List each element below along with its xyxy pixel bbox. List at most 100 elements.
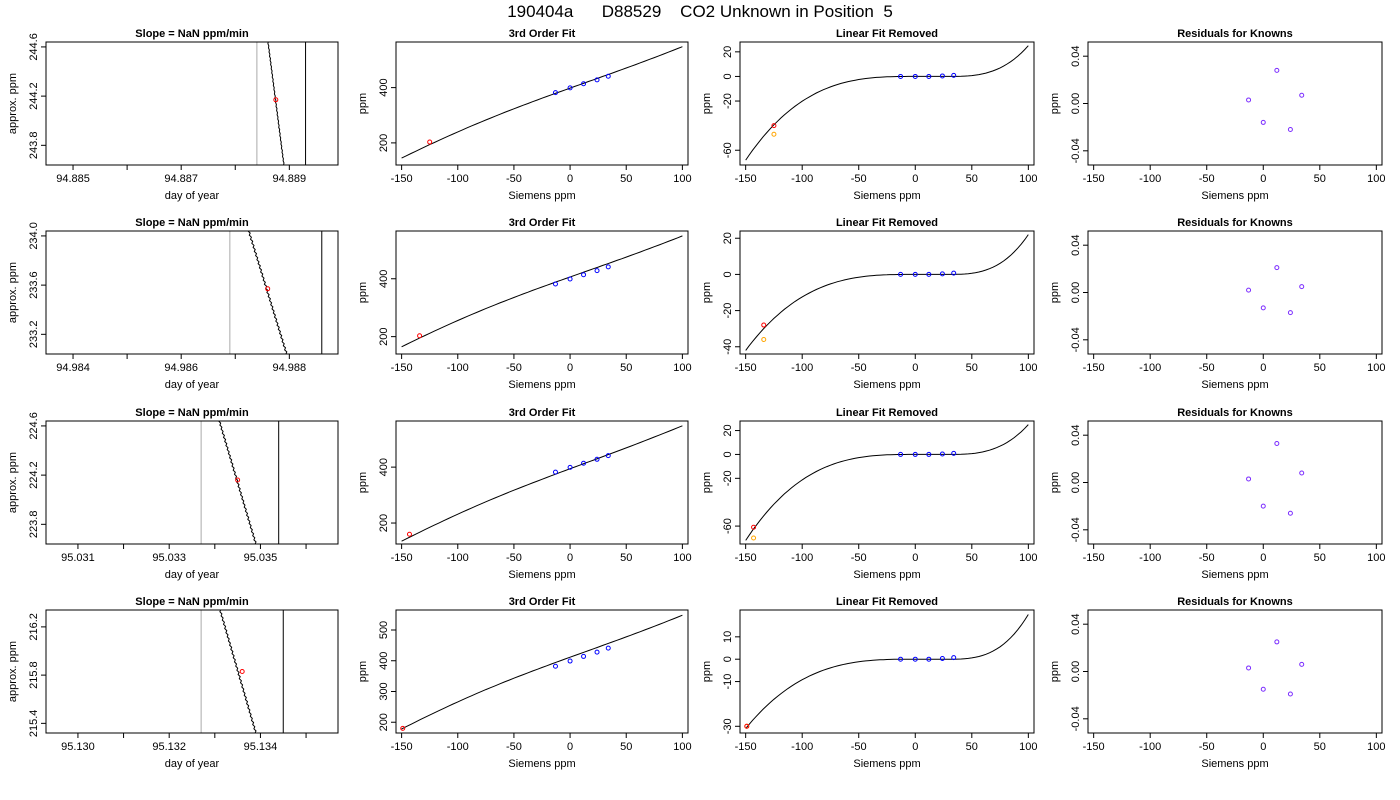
- unknown-alt-point: [761, 337, 767, 343]
- x-tick-label: -100: [447, 552, 469, 564]
- x-tick-label: 95.033: [152, 552, 186, 564]
- residual-point: [1274, 265, 1280, 271]
- plot-body: [256, 42, 307, 165]
- panel-linear_removed-row-2: Linear Fit Removed -150 -100 -50 0 50 100 Sieme…: [701, 217, 1038, 391]
- y-axis-label: ppm: [701, 472, 713, 493]
- known-standard-point: [605, 645, 611, 651]
- x-axis-label: day of year: [165, 190, 220, 202]
- residual-point: [1260, 119, 1266, 125]
- x-tick-label: 0: [912, 741, 918, 753]
- residual-point: [1246, 476, 1252, 482]
- y-axis-label: ppm: [357, 472, 369, 493]
- panel-slope-row-2: Slope = NaN ppm/min 94.984 94.986 94.988 day…: [7, 217, 339, 391]
- x-tick-label: -100: [791, 552, 813, 564]
- y-tick-label: 200: [378, 134, 390, 152]
- y-axis-label: approx. ppm: [7, 452, 19, 513]
- known-standard-point: [581, 81, 587, 87]
- x-tick-label: 100: [1019, 741, 1037, 753]
- x-tick-label: -150: [1083, 362, 1105, 374]
- y-tick-label: 0.00: [1070, 661, 1082, 682]
- panel-title: Residuals for Knowns: [1177, 407, 1293, 419]
- y-tick-label: 20: [722, 232, 734, 244]
- x-tick-label: 0: [912, 362, 918, 374]
- known-standard-point: [552, 90, 558, 96]
- panel-residuals-row-3: Residuals for Knowns -150 -100 -50 0 50 100 Sie…: [1049, 407, 1386, 581]
- x-tick-label: -100: [791, 173, 813, 185]
- x-tick-label: 50: [1314, 362, 1326, 374]
- y-axis-label: ppm: [1049, 661, 1061, 682]
- x-tick-label: 95.130: [61, 741, 95, 753]
- residual-point: [1299, 470, 1305, 476]
- x-tick-label: -50: [851, 552, 867, 564]
- sample-point: [235, 477, 241, 483]
- x-tick-label: -50: [506, 173, 522, 185]
- residual-point: [1287, 310, 1293, 316]
- x-tick-label: 100: [1367, 552, 1385, 564]
- plot-frame: [45, 420, 339, 545]
- x-tick-label: 0: [567, 173, 573, 185]
- plot-frame: [1087, 41, 1383, 166]
- x-tick-label: -150: [1083, 552, 1105, 564]
- known-standard-point: [939, 271, 945, 277]
- unknown-point: [417, 333, 423, 339]
- residual-point: [1246, 97, 1252, 103]
- residual-point: [1287, 510, 1293, 516]
- panel-title: Linear Fit Removed: [836, 217, 938, 229]
- y-tick-label: 0.04: [1070, 45, 1082, 66]
- x-axis-label: Siemens ppm: [853, 569, 920, 581]
- x-axis-label: Siemens ppm: [508, 379, 575, 391]
- panel-linear_removed-row-4: Linear Fit Removed-150 -100 -50 0 50 100Sieme…: [701, 596, 1038, 770]
- known-standard-point: [594, 77, 600, 83]
- known-standard-point: [939, 656, 945, 662]
- y-axis-label: ppm: [701, 661, 713, 682]
- x-tick-label: -50: [506, 741, 522, 753]
- known-standard-point: [898, 656, 904, 662]
- plot-frame: [739, 230, 1035, 355]
- y-tick-label: 20: [722, 46, 734, 58]
- unknown-point: [400, 725, 406, 731]
- unknown-point: [744, 723, 750, 729]
- known-standard-point: [926, 656, 932, 662]
- x-tick-label: 50: [620, 741, 632, 753]
- x-tick-label: -50: [851, 173, 867, 185]
- known-standard-point: [912, 73, 918, 79]
- plot-body: [1246, 265, 1305, 316]
- x-tick-label: 100: [1367, 741, 1385, 753]
- y-tick-label: 0.04: [1070, 234, 1082, 255]
- panel-fit-row-2: 3rd Order Fit -150 -100 -50 0 50 100 Siemens pp…: [357, 217, 692, 391]
- panel-title: Linear Fit Removed: [836, 28, 938, 40]
- panel-fit-row-1: 3rd Order Fit -150 -100 -50 0 50 100 Siemens pp…: [357, 28, 692, 202]
- y-tick-label: -60: [722, 142, 734, 158]
- y-tick-label: 0.00: [1070, 93, 1082, 114]
- y-tick-label: 216.2: [28, 613, 40, 641]
- plot-frame: [739, 41, 1035, 166]
- plot-frame: [739, 609, 1035, 734]
- y-tick-label: 0: [722, 271, 734, 277]
- known-standard-point: [951, 655, 957, 661]
- panel-fit-row-3: 3rd Order Fit -150 -100 -50 0 50 100 Siemens pp…: [357, 407, 692, 581]
- plot-body: [1246, 67, 1305, 133]
- residual-point: [1299, 92, 1305, 98]
- plot-body: [401, 235, 683, 348]
- plot-body: [229, 231, 323, 354]
- plot-body: [745, 234, 1029, 351]
- x-tick-label: 0: [567, 741, 573, 753]
- concentration-trace: [219, 610, 257, 733]
- panel-title: Linear Fit Removed: [836, 407, 938, 419]
- y-tick-label: 0.04: [1070, 613, 1082, 634]
- x-tick-label: -150: [735, 173, 757, 185]
- y-tick-label: 200: [378, 514, 390, 532]
- y-tick-label: 244.2: [28, 82, 40, 110]
- x-tick-label: -150: [735, 552, 757, 564]
- x-tick-label: -50: [1199, 552, 1215, 564]
- x-tick-label: 0: [567, 552, 573, 564]
- x-tick-label: -150: [1083, 173, 1105, 185]
- x-tick-label: 0: [912, 552, 918, 564]
- x-tick-label: -150: [1083, 741, 1105, 753]
- known-standard-point: [605, 264, 611, 270]
- panel-title: 3rd Order Fit: [509, 28, 576, 40]
- y-tick-label: 400: [378, 652, 390, 670]
- known-standard-point: [567, 276, 573, 282]
- residual-point: [1274, 67, 1280, 73]
- x-tick-label: -150: [391, 741, 413, 753]
